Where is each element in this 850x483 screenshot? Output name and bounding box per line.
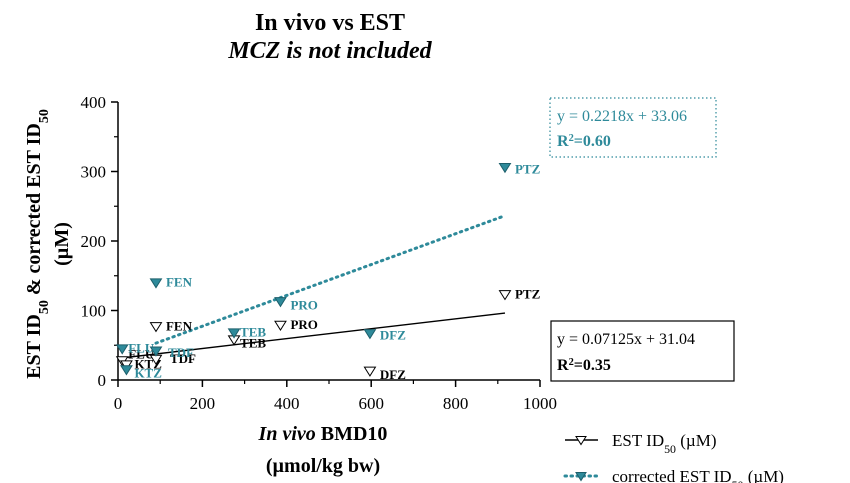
legend: EST ID50 (µM) corrected EST ID50 (µM): [563, 431, 784, 483]
point-label-teb: TEB: [240, 325, 266, 340]
legend-label-est: EST ID50 (µM): [612, 431, 716, 456]
point-label-pro: PRO: [290, 297, 317, 312]
x-tick-label: 1000: [523, 394, 557, 413]
point-label-ptz: PTZ: [515, 287, 541, 302]
y-tick-label: 400: [81, 93, 107, 112]
x-tick-label: 200: [190, 394, 216, 413]
x-tick-label: 400: [274, 394, 300, 413]
chart-subtitle: MCZ is not included: [227, 38, 432, 64]
data-point-tdf: [149, 346, 163, 357]
data-point-dfz: [363, 329, 377, 340]
est-r2: R2=0.35: [557, 357, 611, 375]
data-point-dfz: [363, 366, 377, 377]
legend-marker-est: [575, 436, 587, 446]
x-tick-label: 800: [443, 394, 469, 413]
point-label-dfz: DFZ: [380, 327, 406, 342]
chart-title: In vivo vs EST: [255, 10, 405, 36]
est-equation: y = 0.07125x + 31.04: [557, 331, 695, 348]
point-label-tdf: TDF: [168, 345, 194, 360]
y-axis-label: EST ID50 & corrected EST ID50: [23, 109, 52, 379]
x-axis-label: In vivo BMD10: [258, 423, 388, 445]
point-label-teb: TEB: [240, 336, 266, 351]
corrected-equation: y = 0.2218x + 33.06: [557, 108, 687, 125]
x-axis-units: (µmol/kg bw): [266, 455, 380, 477]
legend-label-corrected: corrected EST ID50 (µM): [612, 467, 784, 483]
fit-line-est: [117, 312, 506, 360]
x-tick-label: 600: [358, 394, 384, 413]
legend-marker-corrected: [575, 472, 587, 482]
data-point-fen: [149, 322, 163, 333]
corrected-r2: R2=0.60: [557, 133, 611, 151]
y-tick-label: 0: [98, 371, 107, 390]
point-label-tdf: TDF: [170, 351, 196, 366]
point-label-fen: FEN: [166, 318, 193, 333]
y-tick-label: 200: [81, 232, 107, 251]
fit-line-corrected: [154, 214, 507, 345]
fit-lines: [117, 214, 507, 360]
y-axis-units: (µM): [51, 222, 73, 266]
corrected-equation-box: [549, 97, 717, 158]
data-point-pro: [274, 297, 287, 308]
data-point-teb: [227, 328, 241, 339]
point-label-flu: FLU: [128, 347, 155, 362]
data-point-ptz: [498, 162, 512, 174]
y-tick-label: 300: [81, 163, 107, 182]
data-point-fen: [149, 278, 163, 289]
point-label-ktz: KTZ: [134, 366, 162, 381]
data-point-ptz: [498, 290, 512, 301]
point-label-flu: FLU: [128, 341, 155, 356]
x-tick-label: 0: [114, 394, 123, 413]
data-point-pro: [274, 320, 287, 331]
point-label-pro: PRO: [290, 317, 317, 332]
axes: 0 200 400 600 800 1000 0 100 200 300 400 In vivo BM…: [23, 93, 557, 477]
equation-boxes: y = 0.2218x + 33.06 R2=0.60 y = 0.07125x +…: [549, 97, 735, 382]
point-label-dfz: DFZ: [380, 367, 406, 382]
point-label-ptz: PTZ: [515, 161, 541, 176]
point-label-fen: FEN: [166, 275, 193, 290]
data-points: FLUKTZFENTDFTEBPRODFZPTZFLUKTZFENTDFTEBP…: [115, 161, 541, 382]
y-tick-label: 100: [81, 302, 107, 321]
data-point-ktz: [120, 365, 133, 376]
est-equation-box: [550, 320, 735, 382]
data-point-flu: [115, 344, 129, 355]
